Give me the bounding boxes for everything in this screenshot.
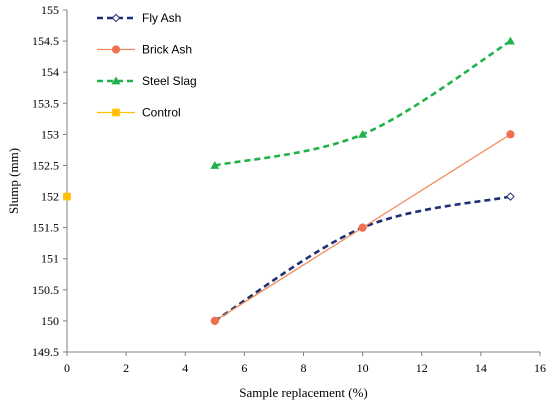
legend-marker-brick-ash bbox=[111, 45, 121, 54]
y-axis-title: Slump (mm) bbox=[6, 148, 21, 214]
x-tick-label: 12 bbox=[416, 361, 428, 375]
x-tick-label: 0 bbox=[64, 361, 70, 375]
legend-marker-control bbox=[112, 108, 120, 117]
y-tick-label: 155 bbox=[41, 3, 59, 17]
y-tick-label: 149.5 bbox=[32, 345, 59, 359]
legend: Fly Ash Brick Ash Steel Slag Control bbox=[97, 11, 197, 120]
series-line-steel-slag bbox=[214, 39, 512, 167]
legend-item-control: Control bbox=[97, 106, 181, 120]
y-tick-label: 151 bbox=[41, 252, 59, 266]
x-tick-label: 16 bbox=[534, 361, 546, 375]
x-tick-label: 4 bbox=[182, 361, 188, 375]
y-tick-label: 154.5 bbox=[32, 34, 59, 48]
y-tick-label: 154 bbox=[41, 65, 59, 79]
series-fly-ash bbox=[210, 192, 515, 326]
axes: 149.5 150 150.5 151 151.5 152 152.5 153 153.5 154… bbox=[32, 3, 546, 375]
x-tick-label: 2 bbox=[123, 361, 129, 375]
legend-marker-steel-slag bbox=[111, 76, 121, 85]
series-line-fly-ash bbox=[214, 195, 511, 323]
x-tick-label: 8 bbox=[301, 361, 307, 375]
data-point-brick-ash bbox=[210, 316, 219, 326]
y-tick-label: 153 bbox=[41, 127, 59, 141]
series-steel-slag bbox=[210, 36, 515, 169]
series-brick-ash bbox=[210, 130, 515, 326]
y-tick-label: 152.5 bbox=[32, 158, 59, 172]
y-tick-label: 152 bbox=[41, 190, 59, 204]
data-point-control bbox=[63, 192, 71, 201]
legend-item-brick-ash: Brick Ash bbox=[97, 43, 192, 57]
x-axis-title: Sample replacement (%) bbox=[239, 385, 368, 400]
legend-item-fly-ash: Fly Ash bbox=[97, 11, 181, 25]
x-tick-label: 10 bbox=[357, 361, 369, 375]
legend-item-steel-slag: Steel Slag bbox=[97, 74, 197, 88]
legend-label-steel-slag: Steel Slag bbox=[142, 74, 197, 88]
data-point-steel-slag bbox=[505, 36, 515, 45]
y-tick-label: 151.5 bbox=[32, 221, 59, 235]
series-layer bbox=[63, 36, 515, 326]
data-point-steel-slag bbox=[210, 160, 220, 169]
x-tick-label: 14 bbox=[475, 361, 487, 375]
data-point-brick-ash bbox=[506, 130, 515, 139]
data-point-fly-ash bbox=[506, 192, 515, 201]
y-tick-label: 150 bbox=[41, 314, 59, 328]
y-tick-label: 153.5 bbox=[32, 96, 59, 110]
legend-label-fly-ash: Fly Ash bbox=[142, 11, 181, 25]
y-tick-label: 150.5 bbox=[32, 283, 59, 297]
data-point-brick-ash bbox=[358, 223, 367, 232]
legend-label-brick-ash: Brick Ash bbox=[142, 43, 192, 57]
x-tick-label: 6 bbox=[241, 361, 247, 375]
legend-label-control: Control bbox=[142, 106, 181, 120]
data-point-steel-slag bbox=[358, 129, 368, 138]
legend-marker-fly-ash bbox=[111, 13, 121, 23]
series-control bbox=[63, 192, 71, 201]
